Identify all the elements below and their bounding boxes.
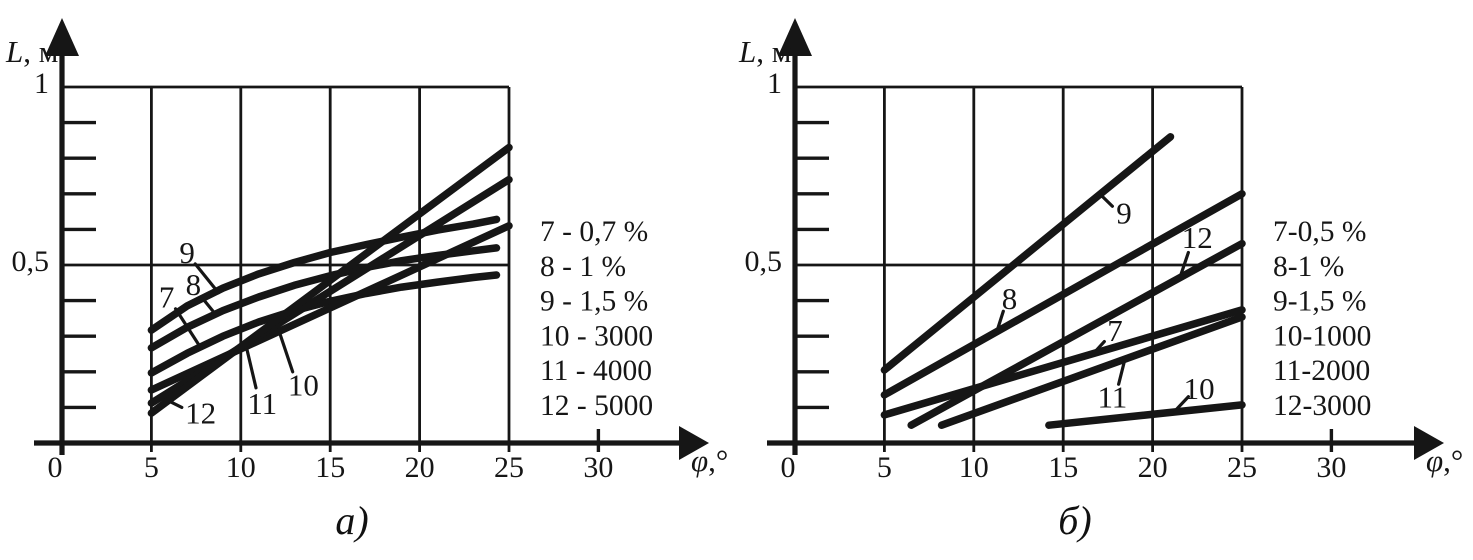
curve-8 <box>880 190 1246 399</box>
panel-label-a: а) <box>335 498 369 543</box>
y-tick-label: 1 <box>767 67 782 100</box>
leader-line-9 <box>1099 193 1114 208</box>
legend-item: 8 - 1 % <box>540 251 626 283</box>
curve-9 <box>880 133 1175 374</box>
chart-panel-b: 9 8 12 7 11 10 0 5 10 15 20 25 30 1 0,5 L, м φ,° 7-0,5 %8… <box>738 18 1463 484</box>
legend-item: 11 - 4000 <box>540 355 652 387</box>
x-tick-label: 5 <box>877 451 892 484</box>
y-axis-title: L, м <box>738 34 791 69</box>
leader-line-11 <box>1117 357 1127 386</box>
x-tick-label: 0 <box>48 451 63 484</box>
curve-label-11: 11 <box>1097 380 1127 415</box>
curve-label-9: 9 <box>1116 195 1132 230</box>
curve-7 <box>147 271 501 377</box>
x-axis-title: φ,° <box>1426 443 1463 478</box>
legend-item: 7 - 0,7 % <box>540 216 648 248</box>
legend-item: 11-2000 <box>1273 355 1370 387</box>
leader-line-11 <box>244 344 258 390</box>
legend-item: 9-1,5 % <box>1273 286 1366 318</box>
x-axis-arrow-icon <box>679 426 709 460</box>
leader-line-7 <box>1091 339 1106 355</box>
curve-11 <box>937 313 1246 429</box>
x-tick-label: 15 <box>1048 451 1078 484</box>
legend-item: 7-0,5 % <box>1273 216 1366 248</box>
x-tick-label: 10 <box>226 451 256 484</box>
y-tick-label: 1 <box>34 67 49 100</box>
x-tick-label: 10 <box>959 451 989 484</box>
y-tick-label: 0,5 <box>12 245 50 278</box>
leader-line-10 <box>1173 395 1190 413</box>
x-tick-label: 0 <box>781 451 796 484</box>
curve-label-8: 8 <box>1002 281 1018 316</box>
curve-10 <box>1045 401 1246 429</box>
chart-panel-a: 987 10 11 12 0 5 10 15 20 25 30 1 0,5 L, м φ,° 7 - 0,7 … <box>5 18 728 484</box>
curve-label-10: 10 <box>288 367 319 402</box>
curve-12 <box>147 143 513 417</box>
leader-line-12 <box>1178 250 1190 278</box>
curve-7 <box>880 306 1246 419</box>
leader-line-8 <box>995 309 1005 333</box>
x-axis-title: φ,° <box>691 443 728 478</box>
x-tick-label: 25 <box>494 451 524 484</box>
curve-label-9: 9 <box>179 235 195 270</box>
x-tick-label: 15 <box>315 451 345 484</box>
y-tick-label: 0,5 <box>745 245 783 278</box>
legend-item: 12-3000 <box>1273 390 1371 422</box>
y-axis-title: L, м <box>5 34 58 69</box>
legend-item: 8-1 % <box>1273 251 1344 283</box>
curve-label-7: 7 <box>159 279 175 314</box>
x-tick-label: 20 <box>405 451 435 484</box>
curve-9 <box>147 215 501 334</box>
curve-label-12: 12 <box>185 396 216 431</box>
x-tick-label: 25 <box>1227 451 1257 484</box>
x-tick-label: 30 <box>1316 451 1346 484</box>
leader-line-9 <box>193 262 221 295</box>
legend-item: 12 - 5000 <box>540 390 653 422</box>
legend-item: 10 - 3000 <box>540 320 653 352</box>
curve-12 <box>907 239 1246 429</box>
legend-item: 9 - 1,5 % <box>540 286 648 318</box>
curve-label-11: 11 <box>247 386 277 421</box>
curve-label-10: 10 <box>1184 371 1215 406</box>
curve-label-8: 8 <box>186 267 202 302</box>
curve-label-12: 12 <box>1182 220 1213 255</box>
x-axis-arrow-icon <box>1414 426 1444 460</box>
x-tick-label: 30 <box>583 451 613 484</box>
y-axis-arrow-icon <box>778 18 812 56</box>
leader-line-8 <box>199 295 216 314</box>
leader-line-12 <box>165 398 184 409</box>
legend-item: 10-1000 <box>1273 320 1371 352</box>
panel-label-b: б) <box>1058 498 1092 543</box>
curve-label-7: 7 <box>1107 313 1123 348</box>
x-tick-label: 20 <box>1138 451 1168 484</box>
leader-line-10 <box>278 332 295 374</box>
x-tick-label: 5 <box>144 451 159 484</box>
y-axis-arrow-icon <box>45 18 79 56</box>
leader-line-7 <box>173 307 202 348</box>
